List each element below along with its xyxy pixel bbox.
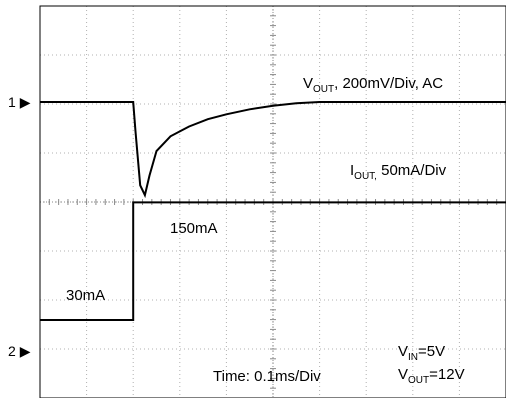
- plot-frame: [39, 5, 506, 398]
- time-per-div-label: Time: 0.1ms/Div: [213, 368, 321, 385]
- channel-2-marker: 2 ▶: [8, 343, 31, 359]
- high-current-label: 150mA: [170, 220, 218, 237]
- vout-series-label: VOUT, 200mV/Div, AC: [303, 75, 444, 95]
- channel-1-marker: 1 ▶: [8, 94, 31, 110]
- iout-trace: [40, 201, 506, 321]
- vout-setting-label: VOUT=12V: [398, 366, 465, 386]
- iout-series-label: IOUT, 50mA/Div: [350, 162, 447, 182]
- vout-trace: [40, 101, 506, 199]
- vin-label: VIN=5V: [398, 343, 446, 363]
- low-current-label: 30mA: [66, 287, 106, 304]
